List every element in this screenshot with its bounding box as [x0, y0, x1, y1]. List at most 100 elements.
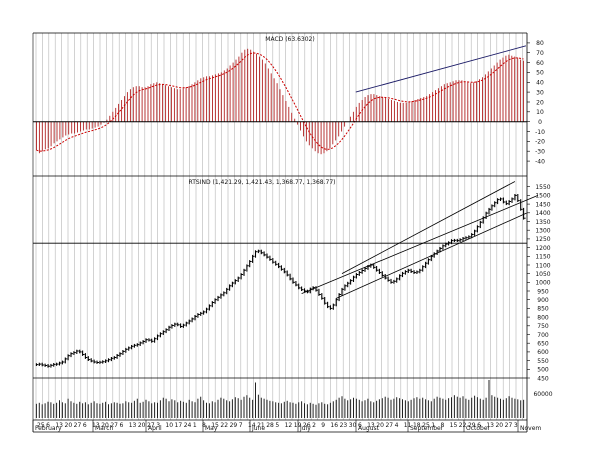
date-day-label: 21: [257, 422, 265, 429]
date-day-label: 8: [440, 422, 444, 429]
price-y-tick-label: 1500: [535, 193, 550, 200]
price-y-tick-label: 800: [537, 314, 549, 321]
price-title: RTSIND (1,421.29, 1,421.43, 1,368.77, 1,…: [189, 179, 336, 186]
date-day-label: 27: [110, 422, 118, 429]
date-day-label: 27: [505, 422, 513, 429]
month-label-july: July: [299, 425, 311, 432]
price-y-tick-label: 550: [537, 358, 549, 365]
date-day-label: 29: [230, 422, 238, 429]
price-y-tick-label: 850: [537, 306, 549, 313]
price-y-tick-label: 1250: [535, 236, 550, 243]
macd-title: MACD (63.6302): [265, 36, 314, 43]
macd-y-tick-label: -30: [535, 149, 545, 156]
date-day-label: 17: [175, 422, 183, 429]
price-y-tick-label: 1050: [535, 271, 550, 278]
date-day-label: 20: [65, 422, 73, 429]
price-y-tick-label: 1550: [535, 184, 550, 191]
date-day-label: 22: [459, 422, 467, 429]
date-day-label: 20: [138, 422, 146, 429]
date-day-label: 2: [312, 422, 316, 429]
month-label-june: June: [251, 425, 265, 432]
vertical-grid: [35, 33, 523, 420]
date-day-label: 12: [285, 422, 293, 429]
macd-y-tick-label: 0: [538, 119, 542, 126]
date-day-label: 19: [294, 422, 302, 429]
price-y-tick-label: 450: [537, 375, 549, 382]
macd-y-tick-label: -20: [535, 139, 545, 146]
date-day-label: 30: [349, 422, 357, 429]
date-day-label: 13: [129, 422, 137, 429]
date-day-label: 1: [431, 422, 435, 429]
date-day-label: 20: [376, 422, 384, 429]
volume-y-tick-label: 60000: [533, 391, 552, 398]
date-day-label: 25: [37, 422, 45, 429]
macd-signal-line: [36, 52, 524, 152]
price-y-tick-label: 600: [537, 349, 549, 356]
macd-y-tick-label: 70: [536, 50, 544, 57]
date-day-label: 13: [92, 422, 100, 429]
date-day-label: 13: [486, 422, 494, 429]
price-y-tick-label: 700: [537, 332, 549, 339]
date-day-label: 6: [358, 422, 362, 429]
date-day-label: 3: [156, 422, 160, 429]
date-day-label: 26: [303, 422, 311, 429]
date-day-label: 24: [184, 422, 192, 429]
month-label-march: March: [95, 425, 113, 432]
channel-upper-line: [341, 181, 516, 275]
price-y-tick-label: 1350: [535, 219, 550, 226]
month-label-may: May: [205, 425, 218, 432]
price-y-tick-label: 1400: [535, 210, 550, 217]
date-day-label: 5: [275, 422, 279, 429]
price-y-tick-label: 1100: [535, 262, 550, 269]
macd-y-tick-label: 30: [536, 89, 544, 96]
price-y-tick-label: 1000: [535, 280, 550, 287]
price-y-tick-label: 900: [537, 297, 549, 304]
price-y-tick-label: 1300: [535, 227, 550, 234]
macd-y-tick-label: 20: [536, 99, 544, 106]
month-label-september: September: [410, 425, 444, 432]
date-day-label: 8: [202, 422, 206, 429]
price-series: [35, 194, 526, 368]
month-label-october: October: [466, 425, 491, 432]
date-day-label: 27: [385, 422, 393, 429]
date-day-label: 23: [340, 422, 348, 429]
date-day-label: 13: [55, 422, 63, 429]
month-label-august: August: [358, 425, 380, 432]
price-y-tick-label: 650: [537, 341, 549, 348]
date-day-label: 16: [330, 422, 338, 429]
date-day-label: 6: [477, 422, 481, 429]
macd-y-tick-label: 10: [536, 109, 544, 116]
date-day-label: 9: [321, 422, 325, 429]
macd-y-tick-label: 60: [536, 60, 544, 67]
date-day-label: 13: [367, 422, 375, 429]
date-day-label: 15: [211, 422, 219, 429]
macd-y-tick-label: -10: [535, 129, 545, 136]
price-y-tick-label: 750: [537, 323, 549, 330]
date-day-label: 6: [120, 422, 124, 429]
date-day-label: 18: [413, 422, 421, 429]
date-day-label: 7: [239, 422, 243, 429]
date-day-label: 20: [495, 422, 503, 429]
month-label-novem: Novem: [520, 425, 541, 432]
macd-y-tick-label: 40: [536, 80, 544, 87]
macd-histogram: [36, 48, 524, 155]
date-day-label: 29: [468, 422, 476, 429]
month-label-april: April: [148, 425, 162, 432]
date-day-label: 28: [266, 422, 274, 429]
date-day-label: 14: [248, 422, 256, 429]
macd-trend-line: [355, 45, 527, 93]
date-day-label: 1: [193, 422, 197, 429]
date-day-label: 27: [147, 422, 155, 429]
channel-middle-line: [301, 195, 539, 295]
price-y-tick-label: 500: [537, 367, 549, 374]
date-day-label: 15: [450, 422, 458, 429]
date-day-label: 4: [395, 422, 399, 429]
price-y-tick-label: 950: [537, 288, 549, 295]
price-y-tick-label: 1450: [535, 201, 550, 208]
date-day-label: 3: [514, 422, 518, 429]
volume-series: [35, 380, 525, 418]
date-day-label: 20: [101, 422, 109, 429]
price-y-tick-label: 1200: [535, 245, 550, 252]
